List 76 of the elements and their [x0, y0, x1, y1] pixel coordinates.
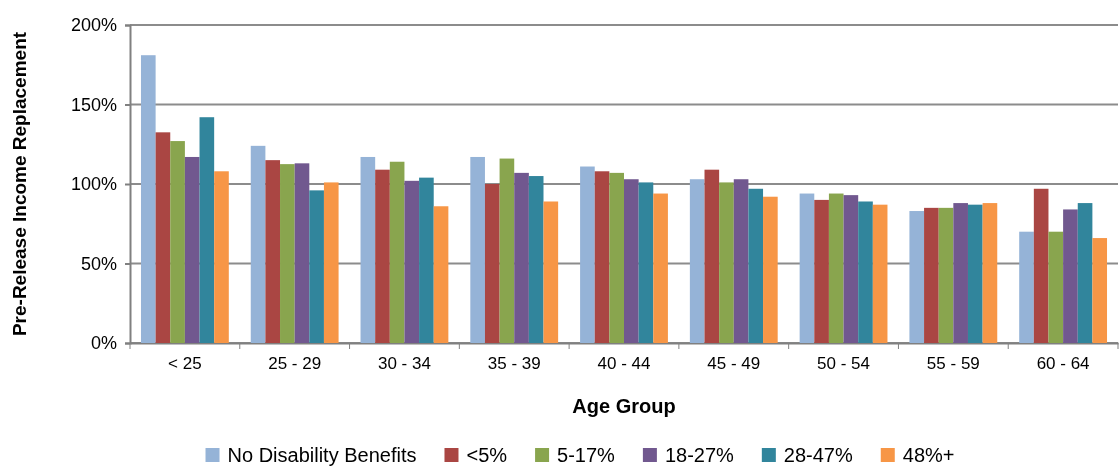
bar: [389, 161, 405, 343]
bar: [609, 172, 624, 343]
bar: [250, 145, 266, 343]
bar: [828, 193, 844, 343]
bar: [748, 188, 764, 343]
y-tick-label: 100%: [70, 174, 117, 195]
x-tick-label: 25 - 29: [268, 354, 322, 374]
y-tick-label: 200%: [70, 15, 117, 36]
bar: [763, 196, 778, 343]
bar: [375, 169, 390, 343]
bar: [484, 184, 500, 343]
bar: [155, 132, 171, 343]
bar: [1063, 209, 1078, 343]
legend-label: 48%+: [902, 444, 955, 466]
bar: [594, 171, 610, 343]
bar: [265, 160, 281, 343]
bar: [433, 206, 449, 343]
bar: [419, 177, 434, 343]
bar: [214, 171, 229, 343]
bar: [799, 193, 815, 343]
x-tick-label: 30 - 34: [377, 354, 431, 374]
legend-label: 28-47%: [783, 444, 853, 466]
y-tick-label: 150%: [70, 94, 117, 115]
x-axis-title: Age Group: [572, 395, 676, 417]
bar: [814, 199, 829, 343]
legend-label: 18-27%: [664, 444, 735, 466]
bar: [404, 180, 420, 343]
bar: [1077, 203, 1093, 343]
bar: [323, 182, 339, 343]
bar: [1019, 231, 1034, 343]
y-tick-label: 0%: [90, 333, 117, 354]
bar: [733, 179, 749, 343]
x-tick-label: 45 - 49: [707, 354, 761, 374]
bar: [360, 156, 376, 343]
bar: [170, 141, 185, 343]
bar: [624, 179, 639, 343]
bar: [967, 204, 983, 343]
bar: [528, 176, 544, 343]
x-tick-label: 40 - 44: [597, 354, 651, 374]
bar: [938, 207, 954, 343]
bar: [719, 182, 734, 343]
bar: [858, 201, 873, 343]
bar: [653, 193, 668, 343]
bar: [909, 211, 925, 343]
bar: [140, 55, 156, 343]
legend-label: No Disability Benefits: [227, 444, 417, 466]
x-tick-label: 50 - 54: [817, 354, 871, 374]
bar: [184, 156, 200, 343]
bar: [514, 172, 529, 343]
y-tick-label: 50%: [80, 253, 117, 274]
legend-label: <5%: [466, 444, 508, 466]
bar: [580, 166, 595, 343]
bar: [470, 156, 485, 343]
bar: [1092, 238, 1108, 343]
y-axis-title: Pre-Release Income Replacement: [9, 31, 30, 337]
bar: [924, 207, 939, 343]
x-tick-label: 35 - 39: [487, 354, 541, 374]
bar: [689, 179, 705, 343]
bar: [309, 190, 324, 343]
x-tick-label: 55 - 59: [926, 354, 980, 374]
bar: [1033, 188, 1049, 343]
bar: [499, 158, 515, 343]
legend-label: 5-17%: [557, 444, 616, 466]
bar: [843, 195, 859, 343]
bar: [199, 117, 215, 343]
bar: [704, 169, 720, 343]
bar: [953, 203, 968, 343]
bar: [872, 204, 888, 343]
bar: [1048, 231, 1064, 343]
bar: [982, 203, 998, 343]
bar: [543, 201, 559, 343]
x-tick-label: < 25: [168, 354, 202, 374]
bar: [280, 164, 295, 343]
x-tick-label: 60 - 64: [1036, 354, 1090, 374]
bar: [294, 163, 310, 343]
bar: [638, 182, 654, 343]
